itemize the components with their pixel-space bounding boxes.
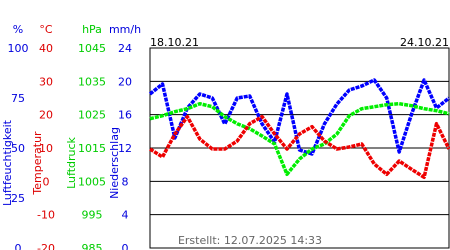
axis-unit: % [13,23,23,36]
y-tick-label: 0 [43,175,50,188]
axis-unit: hPa [82,23,102,36]
data-line [149,114,450,180]
y-tick-label: 10 [39,142,53,155]
y-tick-label: 25 [11,192,25,205]
axis-unit: °C [39,23,53,36]
y-tick-label: 1025 [78,109,106,122]
y-tick-label: 1015 [78,142,106,155]
y-tick-label: 24 [118,42,132,55]
data-line [148,78,450,156]
y-tick-label: 75 [11,92,25,105]
y-tick-label: 8 [122,175,129,188]
y-tick-label: -10 [37,209,55,222]
y-tick-label: 12 [118,142,132,155]
start-date: 18.10.21 [150,36,199,49]
y-tick-label: 50 [11,142,25,155]
y-tick-label: 0 [15,242,22,250]
axis-title: Luftdruck [65,136,78,188]
end-date: 24.10.21 [400,36,449,49]
axis-unit: mm/h [109,23,141,36]
y-tick-label: 1035 [78,75,106,88]
y-tick-label: 16 [118,109,132,122]
y-tick-label: 40 [39,42,53,55]
axis-title: Luftfeuchtigkeit [1,119,14,206]
data-line [149,101,450,177]
y-tick-label: 20 [39,109,53,122]
y-tick-label: 20 [118,75,132,88]
axis-title: Temperatur [31,131,44,196]
y-tick-label: 4 [122,209,129,222]
y-tick-label: 100 [8,42,29,55]
y-tick-label: 1045 [78,42,106,55]
y-tick-label: 30 [39,75,53,88]
y-tick-label: 0 [122,242,129,250]
y-tick-label: 1005 [78,175,106,188]
footer: Erstellt: 12.07.2025 14:33 [178,234,322,247]
axis-title: Niederschlag [108,127,121,199]
y-tick-label: 995 [82,209,103,222]
y-tick-label: 985 [82,242,103,250]
y-tick-label: -20 [37,242,55,250]
